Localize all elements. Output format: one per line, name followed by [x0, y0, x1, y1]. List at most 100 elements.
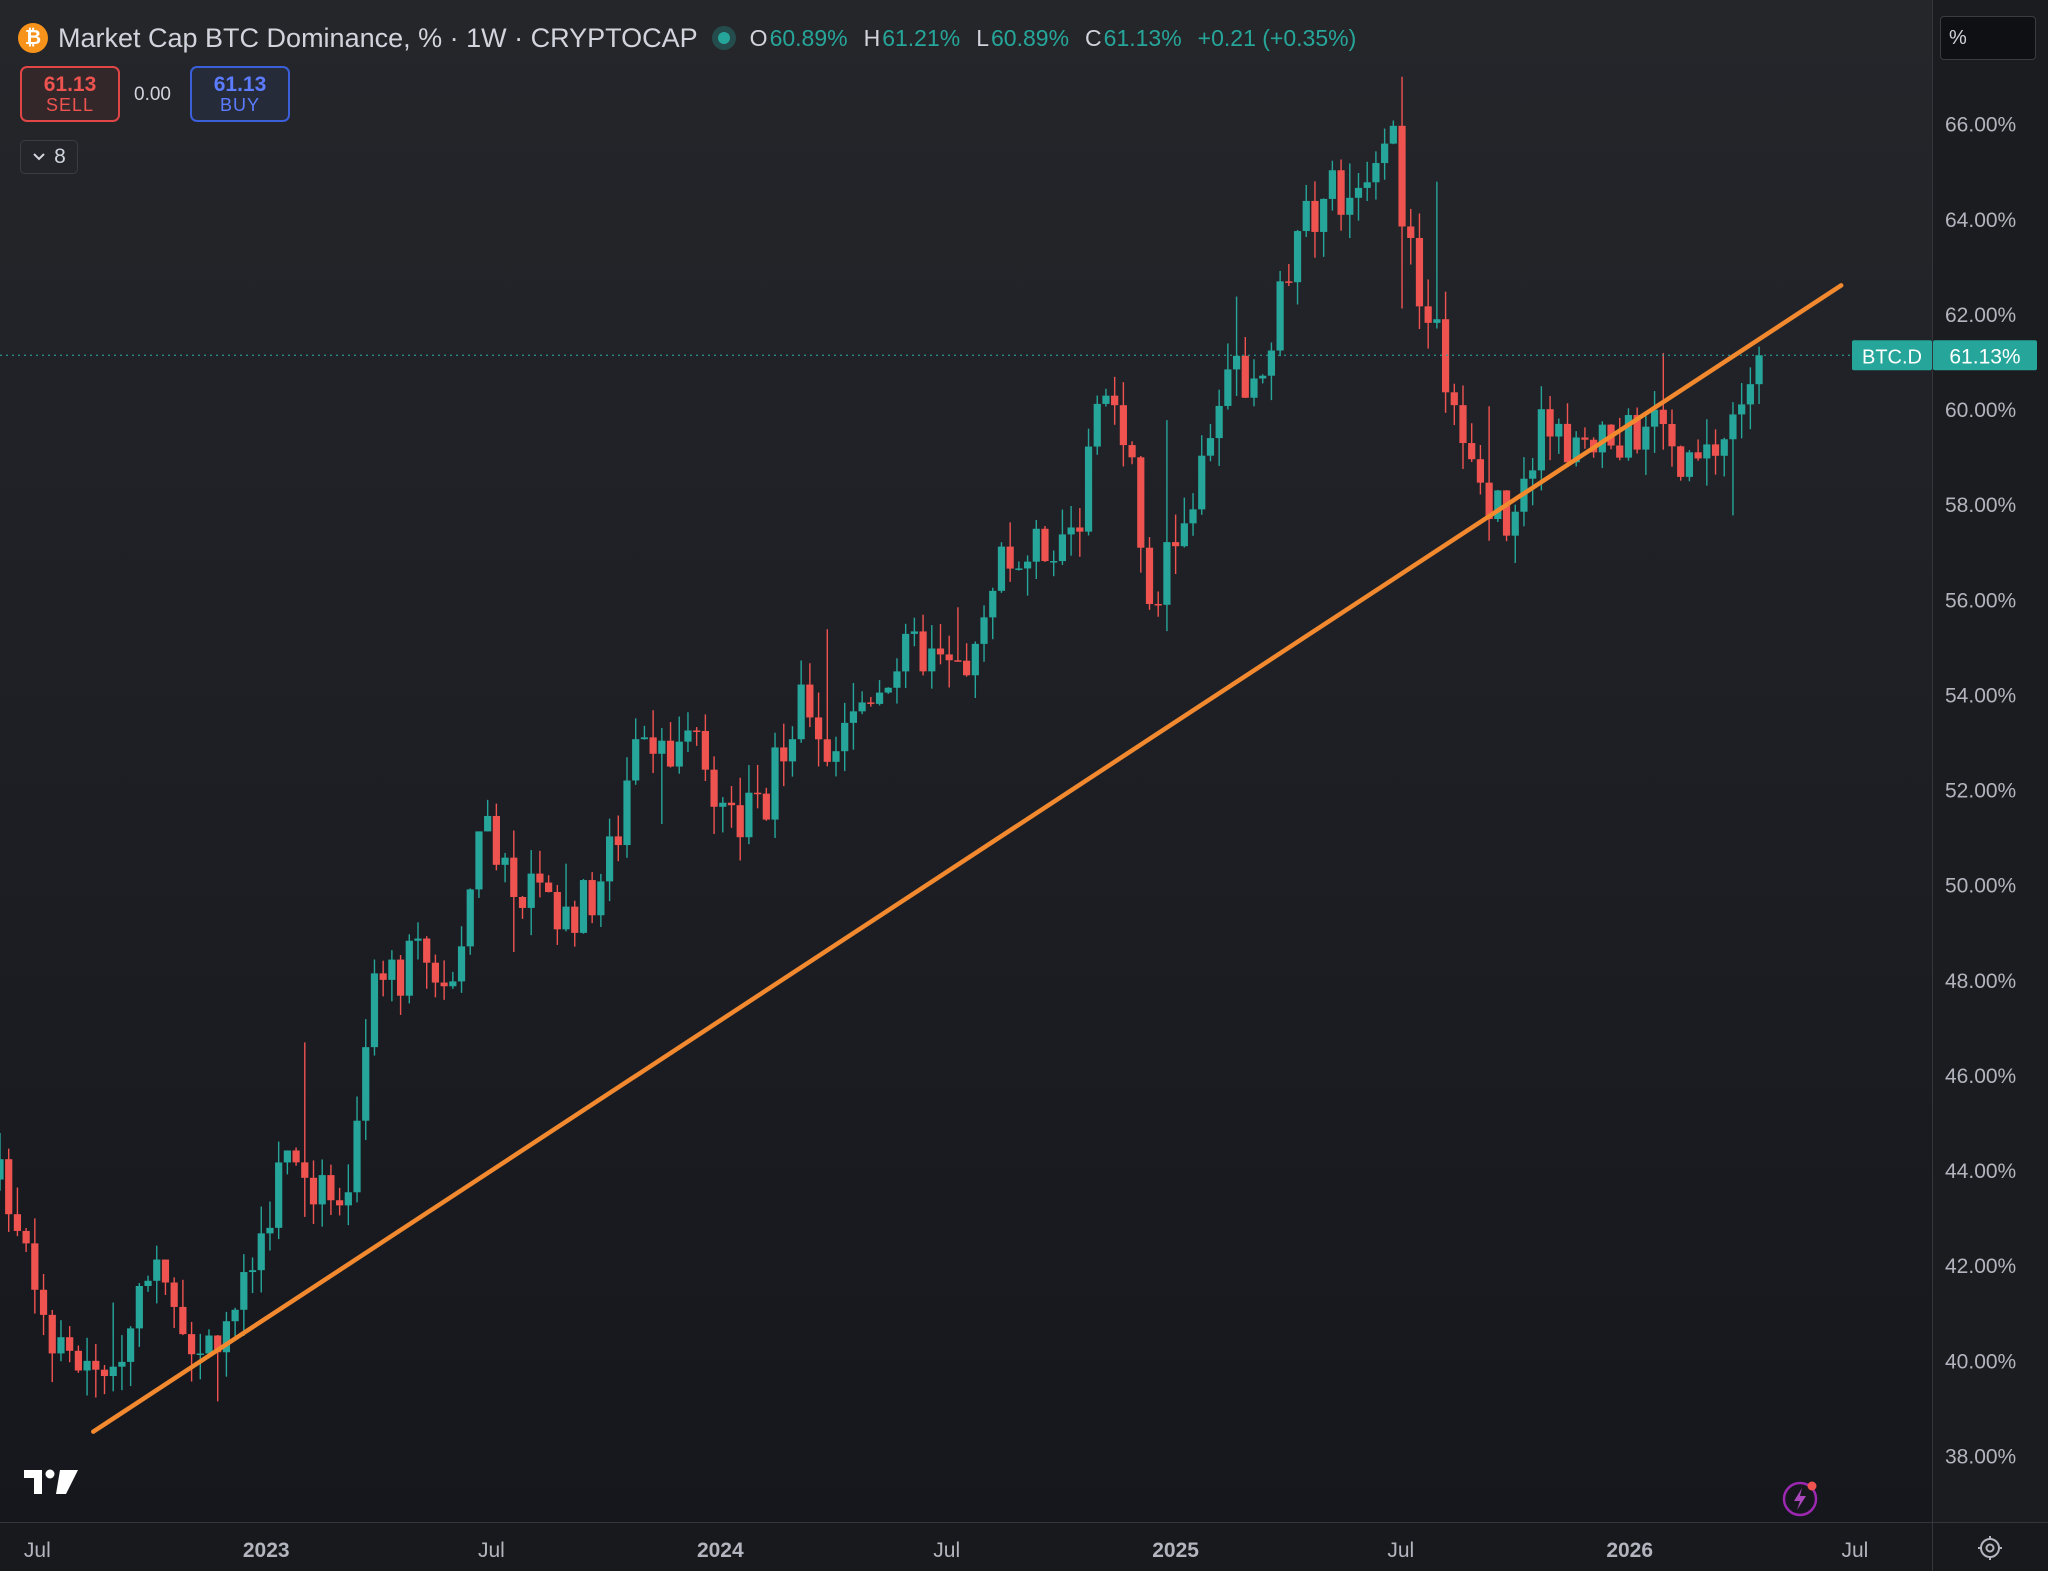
- candle: [1137, 455, 1145, 573]
- candle: [997, 542, 1006, 593]
- candle: [1407, 208, 1415, 265]
- support-trendline[interactable]: [91, 283, 1844, 1434]
- candle: [1703, 419, 1711, 486]
- price-axis-labels: 38.00% 40.00% 42.00% 44.00% 46.00% 48.00% 50.0…: [1933, 19, 2037, 1468]
- price-tick-label: 60.00%: [1945, 399, 2016, 422]
- sell-price: 61.13: [43, 72, 97, 96]
- candle: [196, 1333, 204, 1380]
- candle: [1424, 279, 1432, 349]
- candle: [727, 786, 736, 828]
- candle: [1555, 418, 1563, 454]
- candle: [1293, 229, 1302, 305]
- candle: [1494, 489, 1502, 523]
- candle: [327, 1164, 335, 1216]
- candle: [1250, 359, 1258, 407]
- candle: [1511, 504, 1519, 563]
- candle: [1537, 386, 1545, 491]
- candle: [649, 710, 657, 774]
- price-tick-label: 56.00%: [1945, 589, 2016, 612]
- candle: [1119, 382, 1127, 467]
- candle: [48, 1309, 56, 1383]
- buy-button[interactable]: 61.13 BUY: [190, 66, 290, 122]
- candle: [971, 641, 979, 698]
- candle: [545, 875, 553, 893]
- axis-corner: [1932, 1522, 2048, 1571]
- candle: [797, 660, 805, 743]
- lightning-icon[interactable]: [1780, 1478, 1820, 1518]
- price-tick-label: 64.00%: [1945, 209, 2016, 232]
- candle: [736, 777, 744, 861]
- candle: [344, 1164, 352, 1226]
- candle: [153, 1245, 161, 1304]
- candle: [1389, 120, 1397, 145]
- candle: [936, 624, 945, 665]
- candle: [1642, 413, 1650, 475]
- candle: [275, 1141, 283, 1240]
- symbol-title[interactable]: Market Cap BTC Dominance, % · 1W · CRYPT…: [58, 22, 698, 53]
- time-axis[interactable]: Jul 2023 Jul 2024 Jul 2025 Jul 2026 Jul: [0, 1522, 1932, 1571]
- spread-value: 0.00: [134, 84, 171, 105]
- sell-button[interactable]: 61.13 SELL: [20, 66, 120, 122]
- candle: [666, 722, 675, 768]
- candle: [301, 1042, 309, 1217]
- price-axis[interactable]: 38.00% 40.00% 42.00% 44.00% 46.00% 48.00% 50.0…: [1932, 0, 2048, 1522]
- candle: [414, 922, 422, 960]
- candle: [1276, 270, 1284, 357]
- tradingview-logo[interactable]: [22, 1466, 80, 1498]
- candle: [1267, 342, 1276, 401]
- plot-area[interactable]: BTC.D: [0, 0, 1932, 1522]
- price-tick-label: 38.00%: [1945, 1445, 2016, 1468]
- price-tick-label: 40.00%: [1945, 1350, 2016, 1373]
- candle: [501, 852, 509, 883]
- candle: [1624, 408, 1633, 461]
- candle: [1581, 427, 1589, 449]
- candle: [954, 607, 962, 662]
- scale-mode-button[interactable]: %: [1940, 16, 2036, 60]
- candle: [1067, 506, 1075, 556]
- candle: [571, 900, 579, 947]
- candle: [562, 863, 570, 932]
- candle: [118, 1335, 126, 1391]
- candle: [31, 1218, 39, 1314]
- chart-pane[interactable]: BTC.D: [0, 0, 1932, 1522]
- candle: [719, 797, 727, 833]
- price-tick-label: 52.00%: [1945, 780, 2016, 803]
- market-status-icon[interactable]: [711, 26, 736, 50]
- candle: [1476, 444, 1485, 495]
- candle: [579, 878, 588, 934]
- candle: [1755, 346, 1763, 404]
- candle: [1032, 520, 1040, 580]
- candle: [1468, 423, 1476, 462]
- candle: [1111, 376, 1119, 425]
- candle: [388, 950, 396, 1002]
- candle: [1441, 291, 1450, 413]
- settings-gear-icon[interactable]: [1977, 1535, 2003, 1561]
- candle: [1076, 508, 1084, 557]
- price-tick-label: 66.00%: [1945, 114, 2016, 137]
- candle: [1563, 403, 1572, 465]
- candle: [1093, 395, 1101, 455]
- time-tick-label: 2023: [243, 1539, 290, 1562]
- candle: [370, 959, 379, 1056]
- price-tick-label: 54.00%: [1945, 684, 2016, 707]
- candle: [457, 926, 466, 993]
- candle: [893, 658, 901, 704]
- candle: [980, 605, 988, 662]
- candle: [257, 1206, 265, 1293]
- price-tick-label: 46.00%: [1945, 1065, 2016, 1088]
- price-tick-label: 62.00%: [1945, 304, 2016, 327]
- indicators-toggle-button[interactable]: 8: [20, 140, 78, 174]
- candle: [1128, 441, 1136, 465]
- candle: [989, 587, 997, 640]
- candle: [179, 1279, 187, 1336]
- candle: [1415, 213, 1424, 329]
- candle: [1058, 509, 1067, 565]
- bitcoin-icon: ₿: [18, 23, 48, 53]
- price-tick-label: 44.00%: [1945, 1160, 2016, 1183]
- candle: [754, 764, 762, 809]
- candle: [1241, 336, 1249, 399]
- time-tick-label: 2024: [697, 1539, 744, 1562]
- candle: [492, 803, 500, 871]
- price-tick-label: 58.00%: [1945, 494, 2016, 517]
- candle: [1285, 264, 1293, 287]
